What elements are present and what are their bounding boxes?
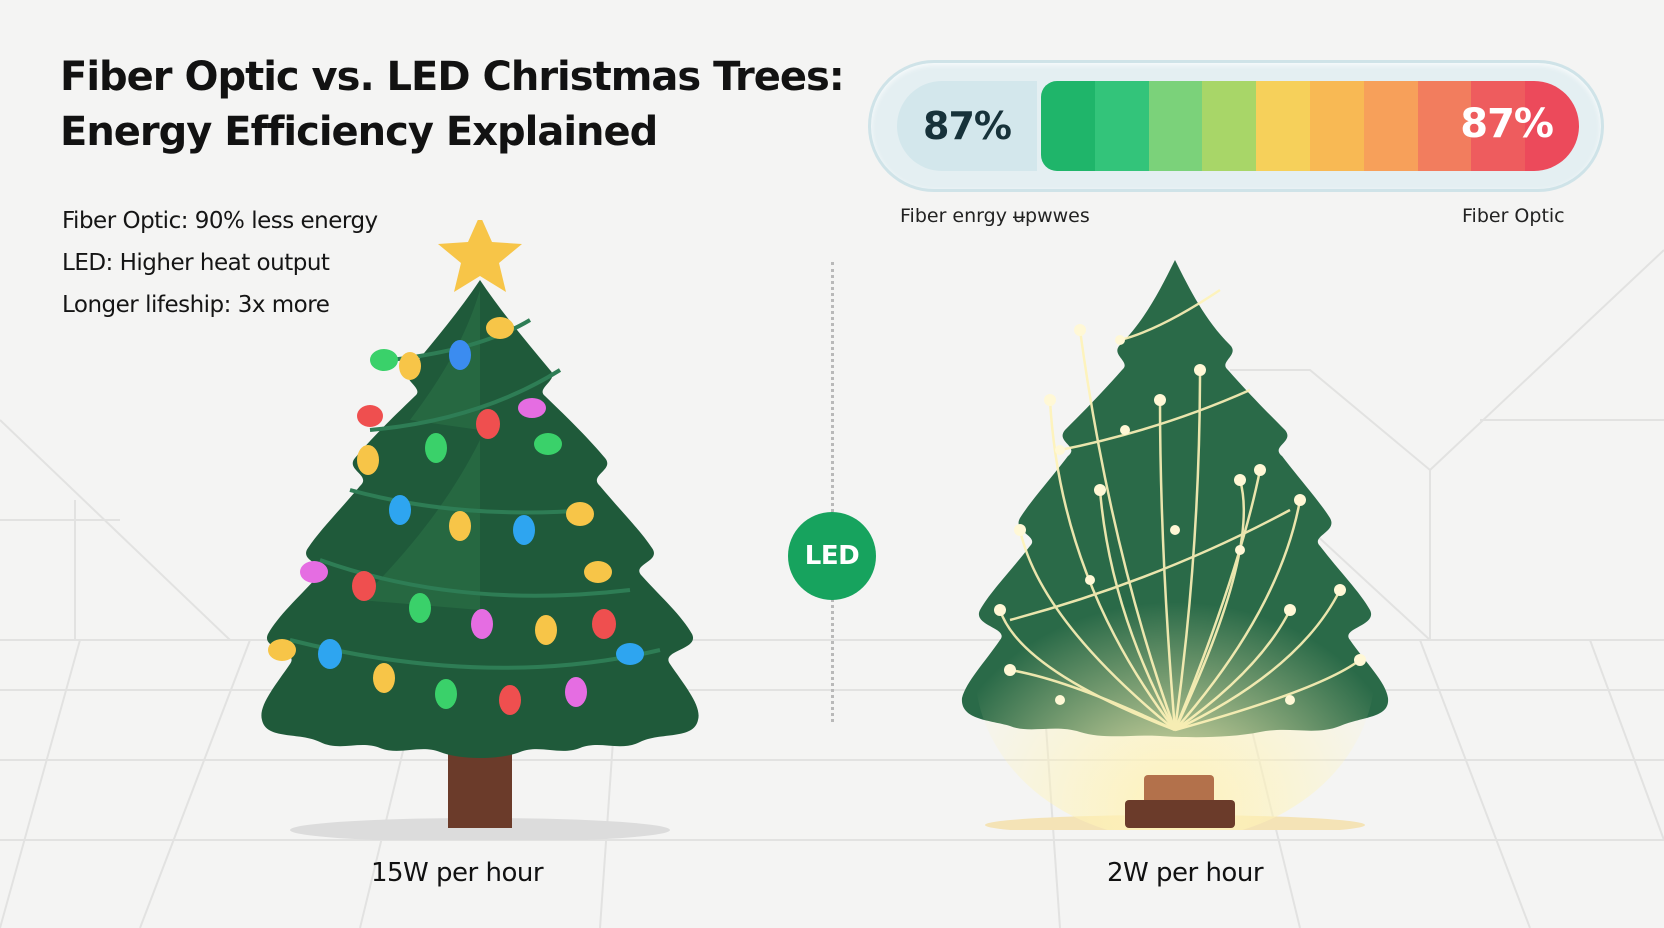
meter-segment — [1256, 81, 1310, 171]
meter-segment — [1309, 81, 1364, 171]
led-bulb — [616, 643, 644, 665]
led-bulb — [592, 609, 616, 639]
led-bulb — [435, 679, 457, 709]
star-icon — [438, 220, 522, 292]
page-title: Fiber Optic vs. LED Christmas Trees: Ene… — [60, 50, 845, 160]
tree-foliage — [261, 280, 699, 758]
led-bulbs — [268, 317, 644, 715]
led-bulb — [534, 433, 562, 455]
meter-left-cap: 87% — [897, 81, 1037, 171]
led-bulb — [373, 663, 395, 693]
fact-item: LED: Higher heat output — [62, 250, 330, 276]
tree-base — [1125, 800, 1235, 828]
led-bulb — [499, 685, 521, 715]
led-bulb — [565, 677, 587, 707]
led-bulb — [399, 352, 421, 380]
led-bulb — [268, 639, 296, 661]
fact-item: Fiber Optic: 90% less energy — [62, 208, 378, 234]
tree-trunk — [448, 750, 512, 828]
led-bulb — [449, 340, 471, 370]
meter-segment — [1041, 81, 1095, 171]
led-bulb — [352, 571, 376, 601]
led-bulb — [513, 515, 535, 545]
meter-left-label: Fiber enrgy ʉpwwes — [900, 205, 1090, 227]
fiber-tips — [994, 324, 1366, 705]
fiber-optic-christmas-tree — [961, 260, 1389, 830]
led-bulb — [518, 398, 546, 418]
meter-segment — [1417, 81, 1472, 171]
led-bulb — [357, 405, 383, 427]
led-bulb — [425, 433, 447, 463]
light-string — [289, 318, 661, 670]
led-bulb — [476, 409, 500, 439]
fact-item: Longer lifeship: 3x more — [62, 292, 330, 318]
led-bulb — [318, 639, 342, 669]
fiber-strands — [998, 288, 1361, 732]
led-bulb — [566, 502, 594, 526]
title-line-2: Energy Efficiency Explained — [60, 109, 658, 155]
fiber-tree-caption: 2W per hour — [1106, 858, 1264, 888]
energy-meter: 87% 87% — [868, 60, 1604, 192]
led-bulb — [471, 609, 493, 639]
led-bulb — [409, 593, 431, 623]
led-christmas-tree — [261, 220, 699, 840]
meter-segment — [1471, 81, 1526, 171]
led-tree-caption: 15W per hour — [370, 858, 544, 888]
led-bulb — [370, 349, 398, 371]
title-line-1: Fiber Optic vs. LED Christmas Trees: — [60, 54, 845, 100]
meter-gradient-bar — [1041, 81, 1579, 171]
led-bulb — [300, 561, 328, 583]
meter-right-value: 87% — [1460, 101, 1554, 147]
tree-base-top — [1144, 775, 1214, 805]
meter-segment — [1363, 81, 1418, 171]
meter-segment — [1148, 81, 1203, 171]
meter-left-value: 87% — [923, 104, 1012, 148]
led-bulb — [584, 561, 612, 583]
led-badge: LED — [788, 512, 876, 600]
meter-segment — [1202, 81, 1257, 171]
tree-shadow — [290, 818, 670, 840]
led-bulb — [535, 615, 557, 645]
center-divider — [831, 262, 834, 722]
led-bulb — [449, 511, 471, 541]
meter-right-label: Fiber Optic — [1462, 205, 1565, 227]
led-bulb — [486, 317, 514, 339]
led-bulb — [389, 495, 411, 525]
facts-list: Fiber Optic: 90% less energy LED: Higher… — [62, 200, 378, 326]
led-bulb — [357, 445, 379, 475]
meter-segment — [1094, 81, 1149, 171]
